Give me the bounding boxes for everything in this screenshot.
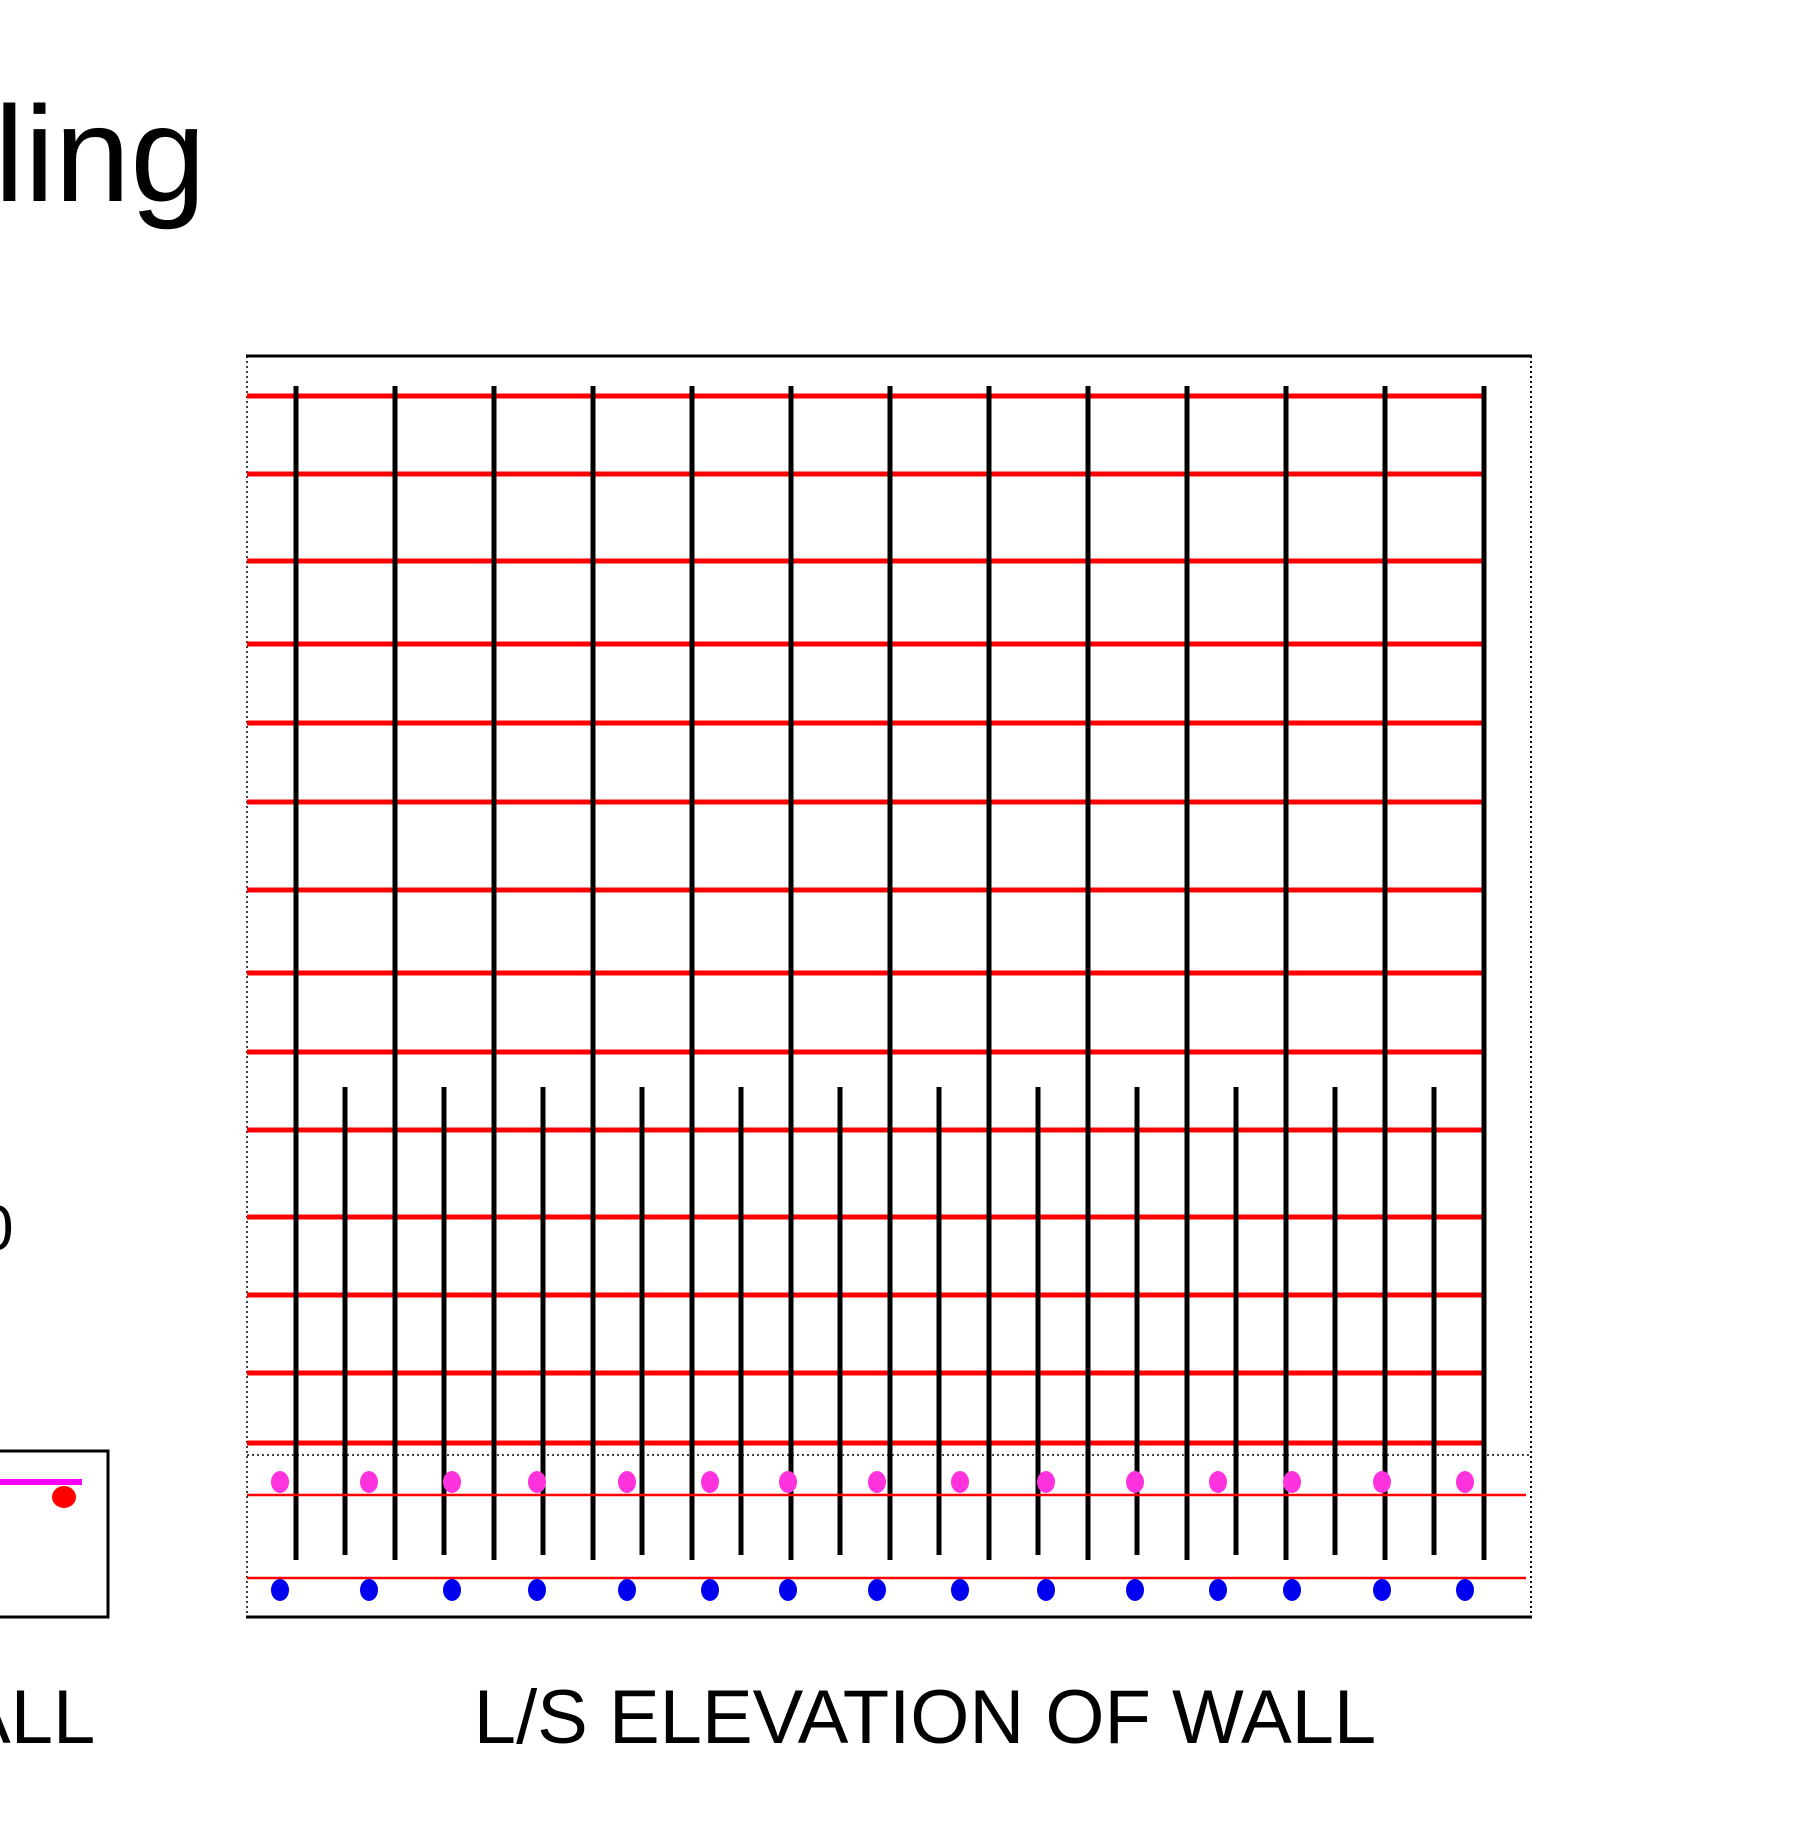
side-section xyxy=(0,1449,110,1619)
base-dot xyxy=(1283,1579,1301,1601)
dowel-dot xyxy=(1456,1471,1474,1493)
base-dot xyxy=(1126,1579,1144,1601)
vertical-bars xyxy=(293,386,1487,1560)
base-dot xyxy=(271,1579,289,1601)
dowel-dot xyxy=(618,1471,636,1493)
base-dot xyxy=(443,1579,461,1601)
dowel-dots xyxy=(271,1471,1474,1493)
dowel-dot xyxy=(528,1471,546,1493)
base-dot xyxy=(951,1579,969,1601)
dowel-dot xyxy=(271,1471,289,1493)
dowel-dot xyxy=(701,1471,719,1493)
dowel-dot xyxy=(443,1471,461,1493)
base-dot xyxy=(528,1579,546,1601)
dowel-dot xyxy=(1037,1471,1055,1493)
dowel-dot xyxy=(1373,1471,1391,1493)
base-dot xyxy=(868,1579,886,1601)
dowel-dot xyxy=(1283,1471,1301,1493)
side-section-caption: ALL xyxy=(0,1675,96,1760)
elevation-drawing xyxy=(246,354,1532,1619)
base-dots xyxy=(271,1579,1474,1601)
base-dot xyxy=(701,1579,719,1601)
side-section-label: 0 xyxy=(0,1196,14,1260)
base-dot xyxy=(360,1579,378,1601)
base-dot xyxy=(1037,1579,1055,1601)
elevation-caption: L/S ELEVATION OF WALL xyxy=(473,1675,1377,1760)
base-dot xyxy=(779,1579,797,1601)
base-dot xyxy=(1373,1579,1391,1601)
side-section-frame xyxy=(0,1449,110,1619)
horizontal-bars xyxy=(247,393,1483,1446)
dowel-dot xyxy=(868,1471,886,1493)
slide-title: iling xyxy=(0,78,206,230)
base-dot xyxy=(618,1579,636,1601)
dowel-dot xyxy=(1126,1471,1144,1493)
dowel-dot xyxy=(360,1471,378,1493)
side-section-dot xyxy=(52,1486,76,1508)
dowel-dot xyxy=(951,1471,969,1493)
base-dot xyxy=(1209,1579,1227,1601)
dowel-dot xyxy=(779,1471,797,1493)
dowel-dot xyxy=(1209,1471,1227,1493)
base-dot xyxy=(1456,1579,1474,1601)
